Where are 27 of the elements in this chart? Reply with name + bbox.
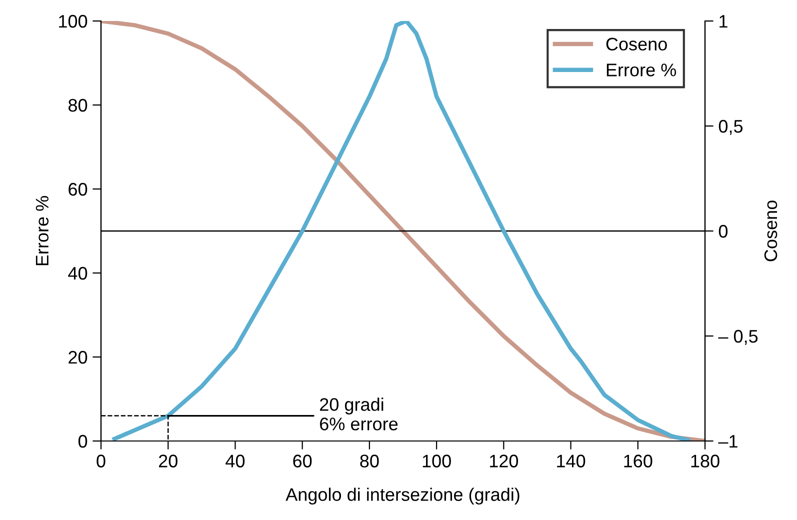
y2-tick-label: 0,5 <box>718 120 743 135</box>
y2-tick-label: – 0,5 <box>718 330 758 345</box>
annotation: 20 gradi 6% errore <box>320 398 398 430</box>
x-tick-label: 40 <box>226 454 245 468</box>
x-tick-label: 80 <box>360 454 379 468</box>
x-tick-label: 100 <box>422 454 451 468</box>
y-tick-label: 0 <box>78 434 88 448</box>
x-tick-label: 160 <box>624 454 652 468</box>
y-axis-title: Errore % <box>36 196 49 266</box>
y2-axis-title: Coseno <box>764 200 778 262</box>
x-axis-title: Angolo di intersezione (gradi) <box>286 488 520 505</box>
y2-tick-label: 0 <box>718 224 728 238</box>
legend-label: Coseno <box>606 38 667 51</box>
x-tick-label: 60 <box>293 454 312 468</box>
x-tick-label: 140 <box>557 454 586 468</box>
x-tick-label: 180 <box>691 454 720 468</box>
y-tick-label: 100 <box>59 14 88 28</box>
y-tick-label: 60 <box>68 182 88 196</box>
y-tick-label: 80 <box>68 98 88 112</box>
y2-tick-label: 1 <box>720 15 728 28</box>
x-tick-label: 20 <box>158 454 178 468</box>
y2-tick-label: –1 <box>718 435 738 448</box>
legend-label: Errore % <box>606 64 676 76</box>
x-tick-label: 0 <box>96 454 106 468</box>
x-tick-label: 120 <box>490 454 518 468</box>
y-tick-label: 40 <box>68 266 88 280</box>
y-tick-label: 20 <box>68 350 88 364</box>
